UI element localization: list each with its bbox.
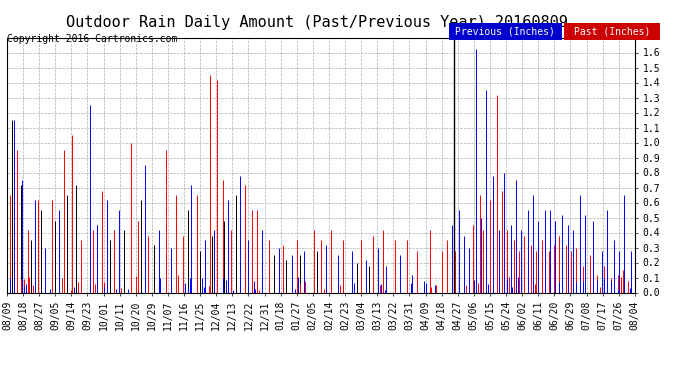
Text: Past (Inches): Past (Inches)	[574, 27, 650, 37]
Text: Copyright 2016 Cartronics.com: Copyright 2016 Cartronics.com	[7, 34, 177, 44]
Text: Outdoor Rain Daily Amount (Past/Previous Year) 20160809: Outdoor Rain Daily Amount (Past/Previous…	[66, 15, 569, 30]
Text: Previous (Inches): Previous (Inches)	[455, 27, 555, 37]
